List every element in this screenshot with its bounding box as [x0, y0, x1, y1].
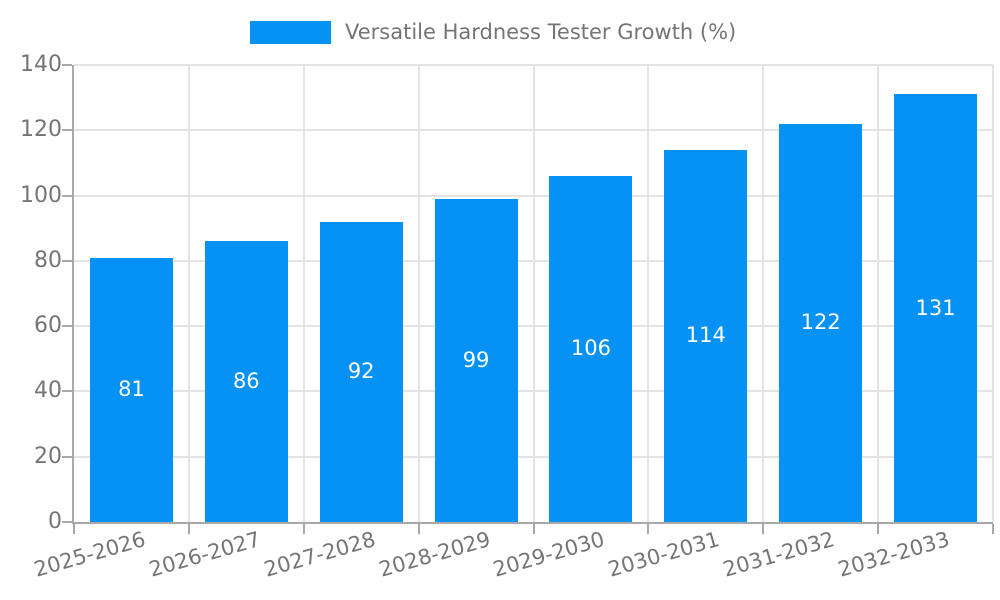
y-axis-tick	[62, 325, 72, 328]
y-axis-tick	[62, 259, 72, 262]
bar: 131	[894, 94, 978, 522]
chart-legend: Versatile Hardness Tester Growth (%)	[250, 20, 736, 44]
gridline-vertical	[992, 65, 994, 522]
gridline-vertical	[532, 65, 535, 522]
x-axis-tick	[647, 524, 650, 534]
x-axis-tick	[532, 524, 535, 534]
y-tick-label: 120	[20, 117, 62, 143]
y-tick-label: 140	[20, 52, 62, 77]
x-tick-label: 2029-2030	[490, 527, 608, 582]
y-axis-line	[72, 65, 74, 524]
y-axis-tick	[62, 390, 72, 393]
y-tick-label: 60	[34, 313, 62, 339]
x-tick-label: 2030-2031	[605, 527, 723, 582]
gridline-vertical	[647, 65, 650, 522]
bar-value-label: 114	[685, 323, 726, 348]
x-axis-tick	[992, 524, 994, 534]
x-tick-label: 2026-2027	[146, 527, 263, 582]
legend-swatch	[250, 20, 331, 44]
gridline-vertical	[877, 65, 880, 522]
y-axis-tick	[62, 129, 72, 132]
plot-area: 81 86 92 99 106 114 122 131	[62, 64, 994, 534]
bar-value-label: 106	[570, 336, 611, 361]
y-axis-tick	[62, 455, 72, 458]
gridline-vertical	[187, 65, 190, 522]
x-tick-label: 2031-2032	[720, 527, 838, 582]
x-axis-tick	[73, 524, 75, 534]
gridline-vertical	[417, 65, 420, 522]
x-axis-line	[72, 522, 993, 524]
bar: 99	[434, 198, 518, 522]
x-axis-tick	[187, 524, 190, 534]
bar: 81	[89, 257, 173, 522]
y-tick-label: 80	[34, 247, 62, 273]
bar-value-label: 86	[232, 369, 260, 394]
y-axis-tick	[62, 521, 72, 523]
x-tick-label: 2025-2026	[31, 527, 149, 582]
bar: 86	[204, 241, 288, 522]
x-axis-tick	[762, 524, 765, 534]
bar: 106	[549, 175, 633, 522]
y-tick-label: 40	[34, 378, 62, 404]
bar: 92	[319, 221, 403, 522]
bar-value-label: 81	[118, 377, 145, 402]
gridline-vertical	[762, 65, 765, 522]
x-axis-tick	[417, 524, 420, 534]
x-tick-label: 2032-2033	[835, 527, 953, 582]
y-tick-label: 20	[34, 443, 62, 469]
x-tick-label: 2028-2029	[376, 527, 493, 582]
y-axis-tick	[62, 194, 72, 197]
gridline-vertical	[302, 65, 305, 522]
bar-value-label: 122	[800, 310, 841, 335]
y-tick-label: 0	[48, 509, 62, 534]
bar-value-label: 92	[347, 359, 375, 384]
x-tick-label: 2027-2028	[261, 527, 378, 582]
legend-label: Versatile Hardness Tester Growth (%)	[345, 20, 737, 44]
bar: 114	[664, 149, 748, 522]
bar-value-label: 131	[915, 295, 956, 320]
x-axis-tick	[877, 524, 880, 534]
bar: 122	[779, 123, 863, 522]
y-axis-tick	[62, 64, 72, 66]
bar-value-label: 99	[462, 347, 490, 372]
y-tick-label: 100	[20, 182, 62, 208]
x-axis-tick	[302, 524, 305, 534]
